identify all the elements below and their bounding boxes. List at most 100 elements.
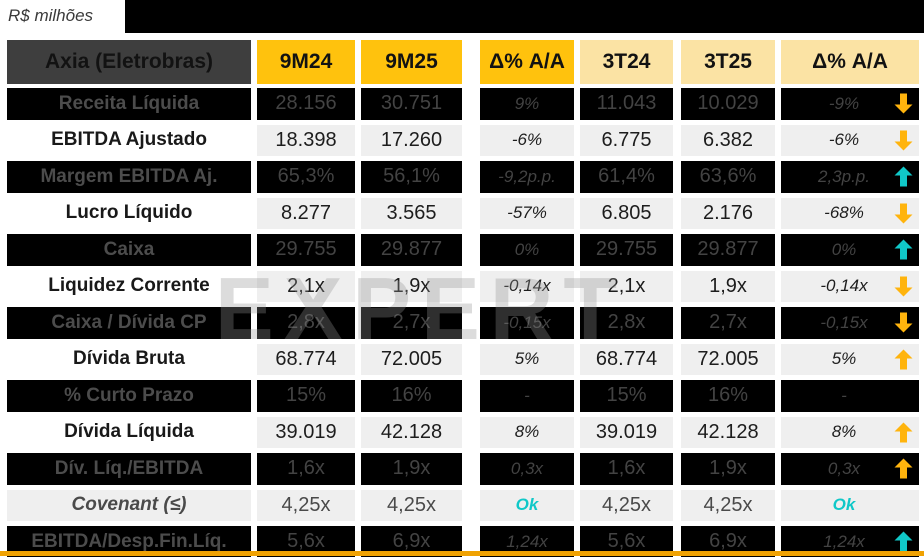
delta-value: 8% [831, 422, 857, 442]
trend-arrow-icon [893, 166, 913, 187]
delta-value: -68% [824, 203, 864, 223]
value-cell: 16% [361, 380, 462, 412]
delta-cell: 0,3x [480, 453, 574, 485]
trend-arrow-icon [893, 349, 913, 370]
value-cell: 2.176 [681, 197, 775, 229]
column-header-delta-9m: Δ% A/A [480, 40, 574, 84]
delta-value: 0,3x [827, 458, 861, 478]
delta-cell: -0,15x [781, 307, 919, 339]
value-cell: 1,9x [361, 270, 462, 302]
value-cell: 72.005 [361, 343, 462, 375]
value-cell: 6.382 [681, 124, 775, 156]
table-row: Lucro Líquido 8.277 3.565 -57% 6.805 2.1… [0, 197, 924, 229]
delta-cell: -0,14x [480, 270, 574, 302]
delta-cell: -0,14x [781, 270, 919, 302]
table-row: Caixa / Dívida CP 2,8x 2,7x -0,15x 2,8x … [0, 307, 924, 339]
delta-cell: -57% [480, 197, 574, 229]
column-header-3t25: 3T25 [681, 40, 775, 84]
row-label: Liquidez Corrente [7, 270, 251, 302]
table-title: Axia (Eletrobras) [7, 40, 251, 84]
row-label: Dív. Líq./EBITDA [7, 453, 251, 485]
table-row: Caixa 29.755 29.877 0% 29.755 29.877 0% [0, 234, 924, 266]
delta-value: 0% [831, 239, 857, 259]
value-cell: 30.751 [361, 88, 462, 120]
delta-cell: 5% [781, 343, 919, 375]
value-cell: 11.043 [580, 88, 673, 120]
delta-value: - [841, 385, 847, 405]
table-header-row: Axia (Eletrobras) 9M24 9M25 Δ% A/A 3T24 … [0, 40, 924, 84]
delta-cell: -0,15x [480, 307, 574, 339]
table-row: Margem EBITDA Aj. 65,3% 56,1% -9,2p.p. 6… [0, 161, 924, 193]
delta-cell: 9% [480, 88, 574, 120]
delta-cell: -68% [781, 197, 919, 229]
delta-value: -0,15x [820, 312, 868, 332]
value-cell: 2,7x [361, 307, 462, 339]
trend-arrow-icon [893, 495, 913, 516]
column-header-delta-3t: Δ% A/A [781, 40, 919, 84]
trend-arrow-icon [893, 93, 913, 114]
value-cell: 42.128 [681, 416, 775, 448]
delta-cell: 2,3p.p. [781, 161, 919, 193]
delta-cell: -6% [480, 124, 574, 156]
table-row: Liquidez Corrente 2,1x 1,9x -0,14x 2,1x … [0, 270, 924, 302]
value-cell: 2,7x [681, 307, 775, 339]
value-cell: 15% [580, 380, 673, 412]
value-cell: 29.755 [257, 234, 355, 266]
row-label: Dívida Bruta [7, 343, 251, 375]
value-cell: 15% [257, 380, 355, 412]
column-header-3t24: 3T24 [580, 40, 673, 84]
row-label: Dívida Líquida [7, 416, 251, 448]
delta-value: -0,14x [820, 276, 868, 296]
table-row: Covenant (≤) 4,25x 4,25x Ok 4,25x 4,25x … [0, 489, 924, 521]
value-cell: 1,6x [257, 453, 355, 485]
value-cell: 29.877 [361, 234, 462, 266]
trend-arrow-icon [893, 385, 913, 406]
value-cell: 1,9x [681, 270, 775, 302]
row-label: % Curto Prazo [7, 380, 251, 412]
delta-cell: 0% [781, 234, 919, 266]
value-cell: 18.398 [257, 124, 355, 156]
value-cell: 56,1% [361, 161, 462, 193]
bottom-accent-bar [0, 551, 924, 556]
value-cell: 1,9x [681, 453, 775, 485]
delta-value: -6% [828, 130, 860, 150]
row-label: Lucro Líquido [7, 197, 251, 229]
delta-cell: 5% [480, 343, 574, 375]
delta-cell: 8% [781, 416, 919, 448]
value-cell: 6.775 [580, 124, 673, 156]
trend-arrow-icon [893, 531, 913, 552]
table-row: % Curto Prazo 15% 16% - 15% 16% - [0, 380, 924, 412]
value-cell: 29.877 [681, 234, 775, 266]
value-cell: 1,6x [580, 453, 673, 485]
value-cell: 29.755 [580, 234, 673, 266]
row-label: Caixa [7, 234, 251, 266]
trend-arrow-icon [893, 312, 913, 333]
delta-cell: -6% [781, 124, 919, 156]
value-cell: 6.805 [580, 197, 673, 229]
value-cell: 2,8x [257, 307, 355, 339]
value-cell: 63,6% [681, 161, 775, 193]
value-cell: 65,3% [257, 161, 355, 193]
delta-value: -9% [828, 93, 860, 113]
delta-value: 1,24x [823, 531, 865, 551]
units-label: R$ milhões [8, 6, 94, 25]
value-cell: 2,1x [257, 270, 355, 302]
value-cell: 4,25x [580, 489, 673, 521]
value-cell: 42.128 [361, 416, 462, 448]
trend-arrow-icon [893, 276, 913, 297]
value-cell: 1,9x [361, 453, 462, 485]
value-cell: 3.565 [361, 197, 462, 229]
value-cell: 8.277 [257, 197, 355, 229]
table-body: Receita Líquida 28.156 30.751 9% 11.043 … [0, 88, 924, 557]
value-cell: 39.019 [580, 416, 673, 448]
column-header-9m24: 9M24 [257, 40, 355, 84]
table-row: EBITDA Ajustado 18.398 17.260 -6% 6.775 … [0, 124, 924, 156]
table-row: Dív. Líq./EBITDA 1,6x 1,9x 0,3x 1,6x 1,9… [0, 453, 924, 485]
table-row: Receita Líquida 28.156 30.751 9% 11.043 … [0, 88, 924, 120]
column-header-9m25: 9M25 [361, 40, 462, 84]
value-cell: 10.029 [681, 88, 775, 120]
financial-table: Axia (Eletrobras) 9M24 9M25 Δ% A/A 3T24 … [0, 40, 924, 557]
delta-cell: -9,2p.p. [480, 161, 574, 193]
value-cell: 2,8x [580, 307, 673, 339]
